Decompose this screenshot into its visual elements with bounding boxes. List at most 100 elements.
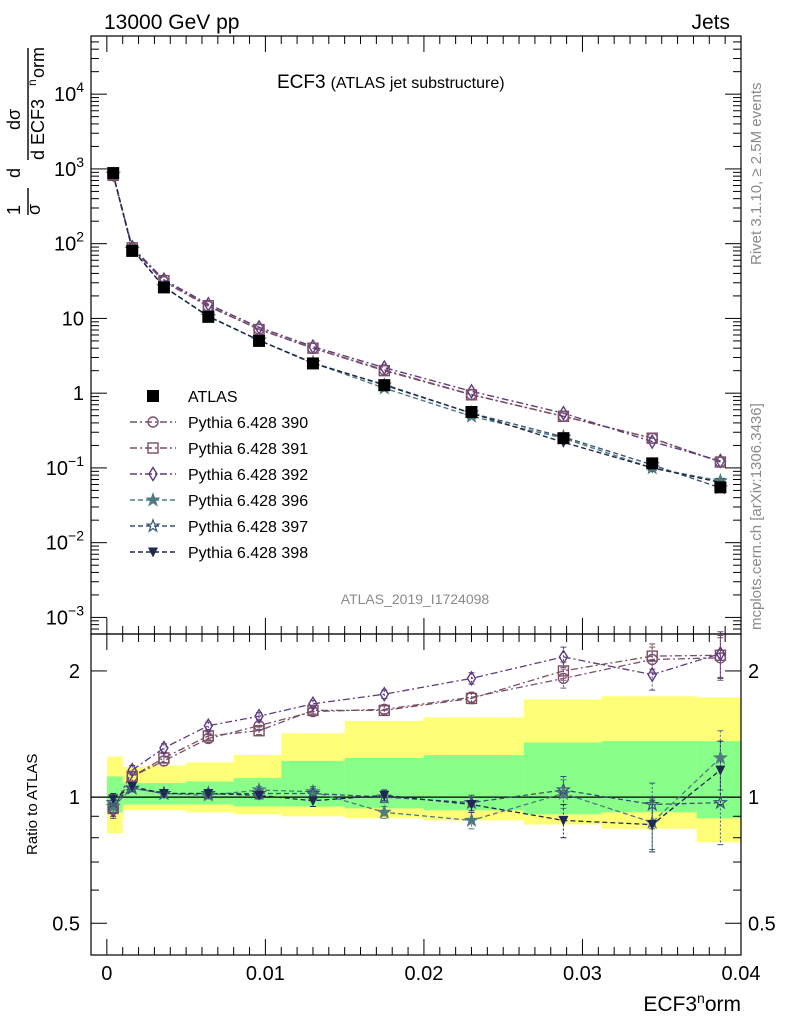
main-point-s1 <box>646 432 658 444</box>
main-point-s0 <box>378 379 391 392</box>
main-ytick-label: 103 <box>54 154 84 181</box>
ratio-point-s3 <box>376 804 392 819</box>
ratio-point-s1 <box>158 752 170 764</box>
main-point-s0 <box>157 281 170 294</box>
header-left: 13000 GeV pp <box>104 11 239 34</box>
ratio-point-s3 <box>305 783 321 799</box>
ratio-point-s5 <box>307 796 318 807</box>
legend-label: Pythia 6.428 398 <box>188 545 308 562</box>
main-point-s1 <box>557 410 570 423</box>
ratio-point-s5 <box>108 794 119 805</box>
ratio-point-s5 <box>158 788 169 799</box>
ratio-point-s2 <box>159 740 169 756</box>
main-point-s0 <box>557 432 570 445</box>
ratio-ylabel: Ratio to ATLAS <box>24 754 41 855</box>
ratio-band-green <box>696 741 741 819</box>
x-axis-ticks: 0 0.01 0.02 0.03 0.04 <box>90 36 761 985</box>
x-tick-label: 0.03 <box>563 963 602 985</box>
ylabel-d: d <box>4 168 24 178</box>
ratio-point-s5 <box>254 790 265 801</box>
ratio-point-s2 <box>647 666 658 683</box>
main-y-ticks: 10−3 10−2 10−1 1 10 102 103 104 <box>46 35 741 635</box>
ratio-point-s1 <box>465 692 478 705</box>
ratio-uncertainty-bands <box>91 696 741 843</box>
ratio-point-s3 <box>105 798 121 813</box>
ratio-point-s2 <box>203 717 214 734</box>
legend-label: Pythia 6.428 392 <box>188 467 308 484</box>
main-point-s0 <box>646 457 659 470</box>
ratio-point-s2 <box>379 686 390 703</box>
main-point-s1 <box>378 364 390 376</box>
main-point-s3 <box>466 383 477 400</box>
ratio-point-s5 <box>379 790 390 801</box>
ratio-point-s5 <box>203 788 214 799</box>
main-point-s3 <box>647 433 658 450</box>
ratio-ytick-label-left: 1 <box>69 787 80 809</box>
ratio-series-markers <box>105 645 729 831</box>
main-point-s0 <box>126 244 139 257</box>
ylabel-dsigma: dσ <box>4 109 24 130</box>
ratio-point-s4 <box>105 794 121 810</box>
ylabel-sup-n: n <box>25 79 39 86</box>
legend-marker <box>145 492 161 507</box>
main-title: ECF3 (ATLAS jet substructure) <box>277 72 505 93</box>
x-tick-label: 0.01 <box>246 963 285 985</box>
main-point-s0 <box>253 334 266 347</box>
main-ytick-label: 10−1 <box>46 453 84 480</box>
ratio-point-s5 <box>715 765 726 776</box>
ratio-point-s2 <box>715 645 726 662</box>
main-line-6 <box>112 173 721 484</box>
main-line-5 <box>112 174 721 489</box>
legend-label: Pythia 6.428 396 <box>188 493 308 510</box>
ratio-point-s1 <box>557 665 570 677</box>
legend-marker <box>148 547 158 558</box>
analysis-id: ATLAS_2019_I1724098 <box>341 591 490 607</box>
ratio-point-s2 <box>466 670 477 687</box>
main-point-s1 <box>465 388 478 401</box>
ratio-point-s1 <box>646 650 658 662</box>
ratio-point-s2 <box>254 708 264 724</box>
main-point-s0 <box>202 310 215 323</box>
ratio-ytick-label-right: 2 <box>748 661 759 683</box>
x-tick-label: 0 <box>101 963 112 985</box>
ratio-point-s2 <box>558 649 569 665</box>
legend-marker <box>148 466 158 482</box>
legend-label: Pythia 6.428 397 <box>188 519 308 536</box>
main-ylabel: 1 σ d dσ d ECF3 n orm <box>4 47 48 215</box>
ratio-point-s3 <box>712 749 729 765</box>
rivet-label: Rivet 3.1.10, ≥ 2.5M events <box>748 83 765 266</box>
ylabel-decf: d ECF3 <box>28 99 48 160</box>
ratio-line-3 <box>112 757 721 824</box>
x-tick-label: 0.04 <box>722 963 761 985</box>
ratio-point-s5 <box>127 781 138 792</box>
ratio-point-s4 <box>644 796 660 812</box>
ratio-point-s4 <box>555 781 572 797</box>
legend-marker <box>147 442 159 454</box>
ratio-point-s0 <box>557 672 570 685</box>
ratio-point-s4 <box>712 794 729 810</box>
ratio-point-s1 <box>253 725 265 737</box>
legend: ATLAS Pythia 6.428 390 Pythia 6.428 391 Pyt… <box>130 389 308 562</box>
mcplots-label: mcplots.cern.ch [arXiv:1306.3436] <box>748 403 765 630</box>
ratio-band-green <box>601 741 697 813</box>
ratio-point-s1 <box>307 704 319 717</box>
legend-label: Pythia 6.428 390 <box>188 415 308 432</box>
ratio-point-s1 <box>202 730 215 742</box>
main-ytick-label: 10−3 <box>46 602 84 629</box>
x-tick-label: 0.02 <box>404 963 443 985</box>
ratio-ytick-label-right: 0.5 <box>748 913 776 935</box>
main-ytick-label: 10−2 <box>46 528 84 555</box>
main-point-s1 <box>307 342 319 354</box>
main-point-s0 <box>714 481 727 494</box>
main-point-s0 <box>306 357 319 370</box>
ylabel-one: 1 <box>4 205 24 215</box>
ratio-point-s1 <box>378 704 390 717</box>
main-ytick-label: 102 <box>54 229 84 256</box>
main-line-4 <box>112 174 721 482</box>
ratio-point-s2 <box>308 695 318 712</box>
ratio-line-1 <box>112 654 721 809</box>
ratio-ytick-label-left: 0.5 <box>52 913 80 935</box>
ratio-ytick-label-right: 1 <box>748 787 759 809</box>
main-point-s1 <box>253 323 265 335</box>
